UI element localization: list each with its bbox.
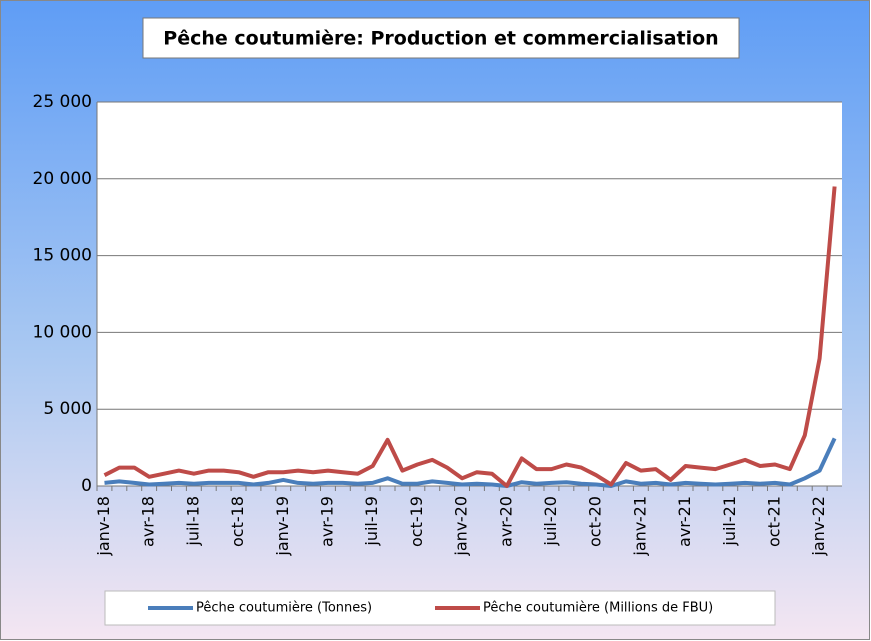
- x-tick-label: janv-22: [809, 496, 828, 557]
- series-line: [104, 437, 837, 488]
- legend-label: Pêche coutumière (Tonnes): [196, 601, 372, 616]
- y-tick-label: 25 000: [33, 92, 92, 112]
- x-tick-label: oct-18: [228, 496, 247, 547]
- x-tick-label: juil-18: [183, 496, 202, 547]
- title-box: [142, 17, 740, 59]
- y-tick-label: 5 000: [43, 399, 92, 419]
- x-tick-label: oct-21: [764, 496, 783, 547]
- legend-label: Pêche coutumière (Millions de FBU): [483, 601, 713, 616]
- y-tick-label: 20 000: [33, 169, 92, 189]
- x-tick-label: janv-18: [94, 496, 113, 557]
- x-tick-label: juil-20: [541, 496, 560, 547]
- x-tick-label: janv-21: [630, 496, 649, 557]
- y-tick-label: 15 000: [33, 246, 92, 266]
- x-tick-label: oct-20: [586, 496, 605, 547]
- x-tick-label: avr-21: [675, 496, 694, 547]
- x-tick-label: oct-19: [407, 496, 426, 547]
- y-tick-label: 0: [81, 476, 92, 496]
- x-tick-label: avr-18: [139, 496, 158, 547]
- x-tick-label: janv-20: [452, 496, 471, 557]
- series-line: [103, 186, 837, 488]
- x-tick-label: avr-20: [496, 496, 515, 547]
- x-tick-label: avr-19: [317, 496, 336, 547]
- x-tick-label: juil-21: [720, 496, 739, 547]
- x-tick-label: janv-19: [273, 496, 292, 557]
- x-tick-label: juil-19: [362, 496, 381, 547]
- chart-title: Pêche coutumière: Production et commerci…: [163, 28, 718, 50]
- y-tick-label: 10 000: [33, 322, 92, 342]
- plot-area: [97, 102, 842, 486]
